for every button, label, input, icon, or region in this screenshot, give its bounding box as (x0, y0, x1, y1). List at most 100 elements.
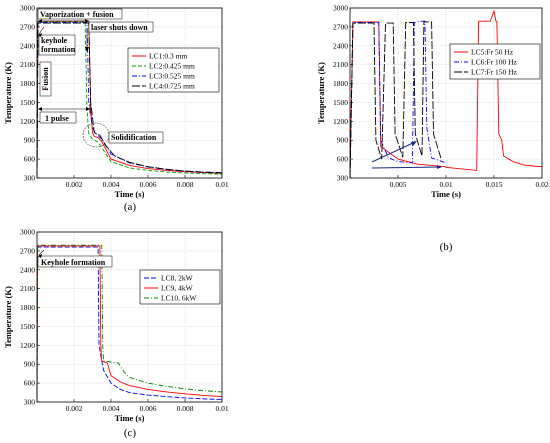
arrow-head (411, 141, 417, 146)
legend-entry: LC9, 4kW (161, 284, 194, 293)
annotations-b (371, 141, 442, 169)
arrow-head (85, 47, 89, 52)
y-tick-label: 600 (337, 155, 349, 164)
y-tick-label: 1500 (20, 98, 35, 107)
annotation-box (37, 8, 123, 20)
x-tick-label: 0.004 (103, 180, 120, 189)
chart-b: 300 600 900 1200 1500 1800 2100 2400 2700 3000 0.0… (316, 4, 549, 254)
series-line-b-1 (349, 9, 543, 179)
legend-entry: LC7:Fr 150 Hz (471, 68, 518, 77)
annotation-laser-shuts-down: laser shuts down (91, 23, 148, 32)
annotation-box (88, 21, 154, 33)
plot-frame (36, 231, 223, 403)
y-tick-label: 1200 (20, 117, 35, 126)
y-axis-label: Temperature (K) (316, 62, 326, 124)
y-tick-label: 2100 (333, 60, 348, 69)
annotation-box (38, 34, 76, 56)
annotation-box (39, 61, 52, 97)
chart-a: 300 600 900 1200 1500 1800 2100 2400 2700 3000 0.0… (3, 4, 229, 214)
y-axis-label: Temperature (K) (3, 62, 13, 124)
y-tick-label: 1500 (20, 322, 35, 331)
y-tick-label: 2700 (20, 22, 35, 31)
y-tick-label: 3000 (333, 4, 348, 13)
annotation-solidification: Solidification (111, 133, 157, 142)
y-axis-label: Temperature (K) (3, 286, 13, 348)
legend-entry: LC6:Fr 100 Hz (471, 58, 518, 67)
arrow-line (371, 166, 441, 169)
annotation-box (39, 111, 77, 124)
annotation-1-pulse: 1 pulse (45, 114, 69, 123)
y-tick-label: 2700 (333, 22, 348, 31)
y-tick-label: 600 (24, 379, 36, 388)
solidification-ellipse (82, 122, 110, 148)
annotations-a: Vaporization + fusion laser shuts down key… (37, 8, 164, 148)
x-tick-label: 0.008 (177, 180, 194, 189)
arrow-head (437, 165, 442, 169)
x-tick-label: 0.01 (439, 180, 452, 189)
plot-frame (36, 7, 223, 179)
y-tick-label: 1800 (333, 79, 348, 88)
panel-label: (c) (124, 427, 137, 439)
y-tick-label: 2400 (20, 265, 35, 274)
x-tick-label: 0.01 (215, 180, 228, 189)
x-tick-label: 0.015 (486, 180, 503, 189)
chart-c: 300 600 900 1200 1500 1800 2100 2400 2700 3000 0.0… (3, 228, 229, 440)
x-tick-label: 0.002 (66, 180, 83, 189)
y-tick-label: 300 (24, 174, 36, 183)
series-line-b-2 (349, 20, 447, 179)
annotation-fusion: Fusion (41, 67, 50, 91)
y-tick-label: 1200 (20, 341, 35, 350)
legend-box (139, 269, 221, 305)
x-axis-label: Time (s) (115, 413, 145, 423)
panel-label: (b) (440, 241, 453, 253)
annotation-box (108, 131, 164, 144)
arrow-line (371, 141, 416, 163)
annotation-vaporization-fusion: Vaporization + fusion (40, 10, 114, 19)
annotation-box (37, 255, 113, 268)
y-tick-label: 1800 (20, 303, 35, 312)
series-line-a-4 (36, 22, 223, 179)
x-axis-label: Time (s) (431, 189, 461, 199)
y-tick-label: 900 (24, 360, 36, 369)
arrow-line (38, 249, 45, 256)
y-tick-label: 2100 (20, 60, 35, 69)
x-tick-label: 0.01 (215, 404, 228, 413)
annotation-keyhole-line1: keyhole (41, 36, 68, 45)
legend-entry: LC3:0.525 mm (149, 72, 195, 81)
annotation-keyhole-line2: formation (41, 45, 76, 54)
y-tick-label: 300 (24, 398, 36, 407)
y-tick-label: 2700 (20, 246, 35, 255)
y-tick-label: 1200 (333, 117, 348, 126)
legend-box (127, 47, 220, 93)
y-tick-label: 900 (337, 136, 349, 145)
x-tick-label: 0.002 (66, 404, 83, 413)
arrow-head (38, 254, 42, 258)
y-tick-label: 3000 (20, 228, 35, 237)
panel-label: (a) (124, 201, 137, 213)
series-line-b-3 (349, 21, 442, 179)
x-axis-label: Time (s) (115, 189, 145, 199)
series-line-c-3 (36, 244, 223, 403)
y-tick-label: 900 (24, 136, 36, 145)
legend-entry: LC10, 6kW (161, 294, 197, 303)
x-tick-label: 0.006 (140, 180, 157, 189)
y-tick-label: 1800 (20, 79, 35, 88)
arrow-head (38, 33, 42, 37)
x-tick-label: 0.02 (535, 180, 548, 189)
legend-entry: LC2:0.425 mm (149, 62, 195, 71)
annotation-keyhole-formation: Keyhole formation (41, 258, 106, 267)
series-line-c-2 (36, 245, 223, 403)
arrow-line (38, 26, 45, 35)
y-tick-label: 2400 (20, 41, 35, 50)
series-line-a-2 (36, 21, 223, 179)
series-line-c-1 (36, 246, 223, 403)
y-tick-label: 300 (337, 174, 349, 183)
x-tick-label: 0.005 (390, 180, 407, 189)
y-tick-label: 2100 (20, 284, 35, 293)
y-tick-label: 1500 (333, 98, 348, 107)
x-tick-label: 0.006 (140, 404, 157, 413)
